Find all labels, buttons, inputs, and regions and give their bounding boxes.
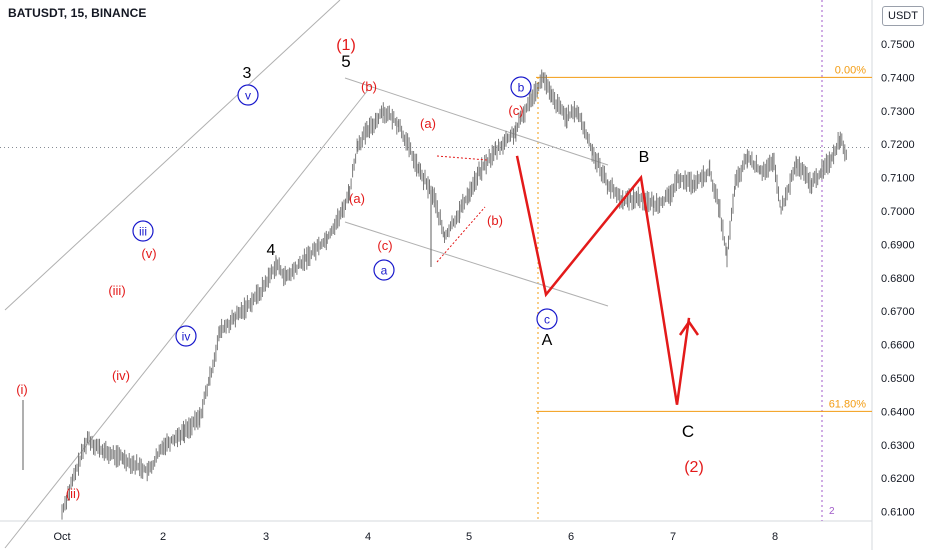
wave-label-circle xyxy=(373,259,395,281)
wave-label: (ii) xyxy=(66,486,80,501)
y-tick-label: 0.7500 xyxy=(881,39,915,51)
wave-label: (1) xyxy=(336,37,356,54)
wave-label: (v) xyxy=(141,246,156,261)
wave-label: (iv) xyxy=(112,368,130,383)
wave-label-circle xyxy=(175,325,197,347)
wave-label: 4 xyxy=(267,242,276,259)
fib-level-label: 0.00% xyxy=(835,64,866,76)
x-tick-label: 8 xyxy=(772,531,778,543)
wave-label: a xyxy=(381,264,388,278)
x-tick-label: 3 xyxy=(263,531,269,543)
wave-label: iv xyxy=(182,330,191,344)
y-tick-label: 0.6500 xyxy=(881,373,915,385)
wave-label: iii xyxy=(139,225,147,239)
y-tick-label: 0.6300 xyxy=(881,440,915,452)
wave-label: 3 xyxy=(243,65,252,82)
wave-label-circle xyxy=(536,308,558,330)
channel-upper-line xyxy=(4,0,341,311)
wave-label: 5 xyxy=(341,52,350,71)
x-tick-label: 2 xyxy=(160,531,166,543)
y-tick-label: 0.7100 xyxy=(881,173,915,185)
wave-label: (i) xyxy=(16,382,28,397)
wave-label: (2) xyxy=(684,459,704,476)
wave-label: (a) xyxy=(420,116,436,131)
y-tick-label: 0.7000 xyxy=(881,206,915,218)
wave-label: (iii) xyxy=(108,283,125,298)
y-tick-label: 0.6600 xyxy=(881,340,915,352)
y-tick-label: 0.6100 xyxy=(881,507,915,519)
wave-label: v xyxy=(245,89,251,103)
wave-label: (c) xyxy=(508,103,523,118)
projection-arrowhead xyxy=(678,319,700,336)
wave-label: c xyxy=(544,313,550,327)
x-tick-label: 4 xyxy=(365,531,371,543)
wave-label-circle xyxy=(237,84,259,106)
y-tick-label: 0.6400 xyxy=(881,406,915,418)
wave-label: (a) xyxy=(349,191,365,206)
wave-label: A xyxy=(542,332,553,349)
correction-channel-lower xyxy=(344,221,609,307)
x-tick-label: 5 xyxy=(466,531,472,543)
triangle-upper-line xyxy=(436,155,488,161)
period-number-label: 2 xyxy=(829,506,835,517)
x-tick-label: 6 xyxy=(568,531,574,543)
y-tick-label: 0.7300 xyxy=(881,106,915,118)
y-tick-label: 0.6800 xyxy=(881,273,915,285)
triangle-lower-line xyxy=(436,206,486,263)
x-tick-label: Oct xyxy=(53,531,70,543)
fib-level-label: 61.80% xyxy=(829,398,867,410)
currency-unit-button[interactable]: USDT xyxy=(882,6,924,26)
correction-channel-upper xyxy=(344,77,609,166)
y-tick-label: 0.7200 xyxy=(881,139,915,151)
wave-label: (c) xyxy=(377,238,392,253)
wave-label: (b) xyxy=(487,213,503,228)
projection-path xyxy=(515,155,691,405)
y-tick-label: 0.7400 xyxy=(881,72,915,84)
wave-label: C xyxy=(682,422,694,441)
x-tick-label: 7 xyxy=(670,531,676,543)
candles-group xyxy=(61,69,847,520)
y-tick-label: 0.6900 xyxy=(881,239,915,251)
wave-label-circle xyxy=(132,220,154,242)
wave-label-circle xyxy=(510,76,532,98)
y-tick-label: 0.6700 xyxy=(881,306,915,318)
wave-label: (b) xyxy=(361,79,377,94)
symbol-label: BATUSDT, 15, BINANCE xyxy=(8,6,147,20)
channel-lower-line xyxy=(4,89,369,549)
wave-label: B xyxy=(639,149,650,166)
y-tick-label: 0.6200 xyxy=(881,473,915,485)
wave-label: b xyxy=(518,81,525,95)
